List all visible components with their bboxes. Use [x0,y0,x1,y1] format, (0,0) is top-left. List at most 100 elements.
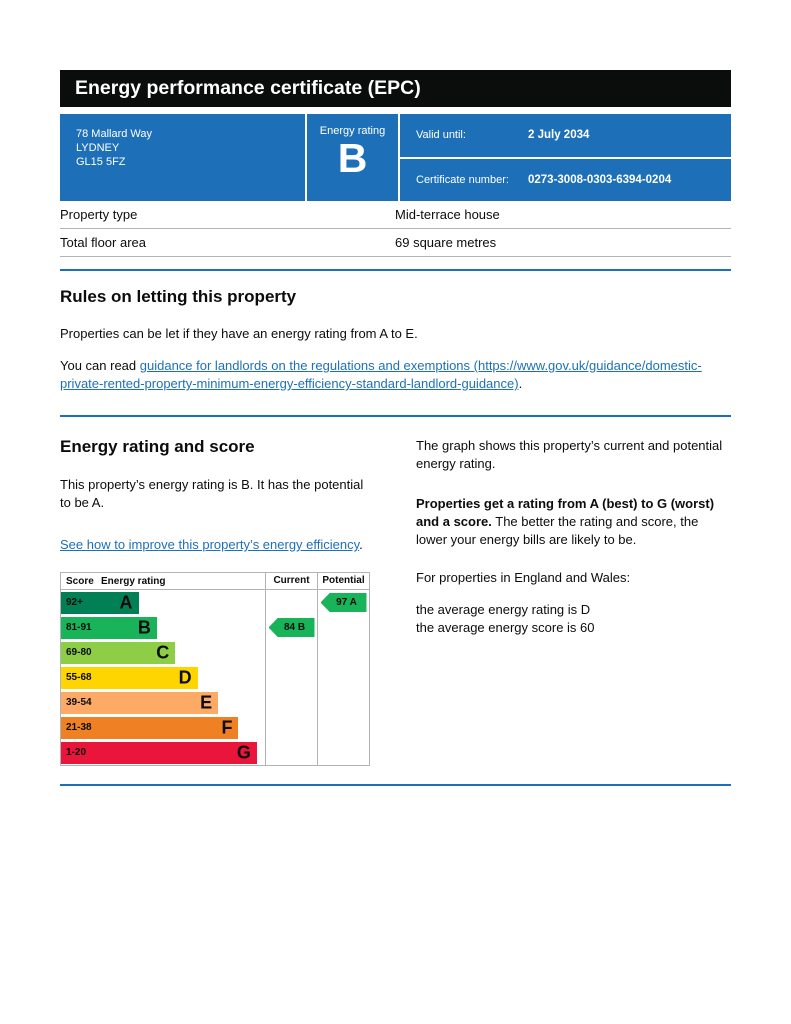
averages-paragraph: the average energy rating is D the avera… [416,601,731,637]
epc-band-letter: F [221,717,233,737]
floor-area-value: 69 square metres [395,235,497,250]
score-column-header: Score [66,575,94,587]
floor-area-label: Total floor area [60,235,146,250]
epc-band-bar-c: 69-80 C [61,641,176,664]
certificate-number-label: Certificate number: [416,173,509,186]
epc-band-score: 21-38 [66,722,92,733]
average-score-line: the average energy score is 60 [416,620,595,635]
epc-band-letter: B [137,617,151,637]
epc-band-row-g: 1-20 G [61,740,369,765]
epc-bar-cell: 92+ A [61,590,265,615]
address-line-2: LYDNEY [76,142,120,154]
epc-band-row-d: 55-68 D [61,665,369,690]
epc-band-score: 92+ [66,597,83,608]
epc-current-cell [265,740,317,765]
epc-band-score: 55-68 [66,672,92,683]
epc-potential-cell [317,690,369,715]
epc-band-letter: A [119,592,133,612]
energy-rating-badge: Energy rating B [305,114,400,201]
certificate-meta: Valid until: 2 July 2034 Certificate num… [400,114,731,201]
epc-bar-cell: 1-20 G [61,740,265,765]
improve-paragraph: See how to improve this property’s energ… [60,536,375,554]
epc-bar-cell: 39-54 E [61,690,265,715]
epc-current-cell [265,640,317,665]
epc-band-row-b: 81-91 B 84 B [61,615,369,640]
property-type-value: Mid-terrace house [395,207,500,222]
valid-until-value: 2 July 2034 [528,129,590,142]
epc-potential-cell [317,740,369,765]
valid-until-row: Valid until: 2 July 2034 [400,114,731,157]
epc-potential-cell [317,615,369,640]
section-divider-bottom [60,784,731,786]
graph-description: The graph shows this property’s current … [416,438,723,471]
epc-band-letter: C [156,642,170,662]
page-title: Energy performance certificate (EPC) [75,77,421,99]
certificate-title-bar: Energy performance certificate (EPC) [60,70,731,107]
epc-chart: Score Energy rating Current Potential 92… [60,572,370,766]
epc-band-bar-e: 39-54 E [61,691,219,714]
epc-band-row-f: 21-38 F [61,715,369,740]
rating-section: Energy rating and score This property’s … [60,437,731,766]
current-column-header: Current [265,573,317,589]
epc-band-bar-a: 92+ A [61,591,139,614]
epc-potential-cell [317,640,369,665]
property-type-label: Property type [60,207,138,222]
summary-box: 78 Mallard Way LYDNEY GL15 5FZ Energy ra… [60,114,731,201]
epc-potential-cell [317,665,369,690]
rating-explanation-rest: The better the rating and score, the low… [416,514,699,547]
epc-band-score: 69-80 [66,647,92,658]
address-line-3: GL15 5FZ [76,156,126,168]
epc-bar-cell: 69-80 C [61,640,265,665]
landlord-guidance-link[interactable]: guidance for landlords on the regulation… [60,358,702,391]
epc-chart-header: Score Energy rating Current Potential [61,573,369,590]
epc-current-cell [265,665,317,690]
address-line-1: 78 Mallard Way [76,128,153,140]
epc-band-letter: G [236,742,251,762]
epc-band-bar-d: 55-68 D [61,666,198,689]
epc-chart-header-left: Score Energy rating [61,576,265,587]
epc-bar-cell: 55-68 D [61,665,265,690]
improve-efficiency-link[interactable]: See how to improve this property’s energ… [60,537,360,552]
rules-paragraph-1: Properties can be let if they have an en… [60,326,418,341]
property-address: 78 Mallard Way LYDNEY GL15 5FZ [60,114,305,201]
epc-band-score: 39-54 [66,697,92,708]
england-wales-intro: For properties in England and Wales: [416,570,631,585]
epc-band-score: 81-91 [66,622,92,633]
epc-potential-cell: 97 A [317,590,369,615]
epc-current-cell [265,690,317,715]
epc-band-bar-g: 1-20 G [61,741,257,764]
table-row-property-type: Property type Mid-terrace house [60,201,731,229]
epc-current-arrow: 84 B [268,618,315,637]
rating-heading: Energy rating and score [60,437,255,456]
rating-summary-text: This property’s energy rating is B. It h… [60,477,364,510]
epc-bar-cell: 21-38 F [61,715,265,740]
epc-band-bar-f: 21-38 F [61,716,239,739]
epc-band-letter: E [200,692,213,712]
rating-explanation-bold: Properties get a rating from A (best) to… [416,496,715,529]
epc-band-row-c: 69-80 C [61,640,369,665]
epc-current-cell [265,590,317,615]
potential-column-header: Potential [317,573,369,589]
rules-paragraph-2-suffix: . [518,376,523,391]
average-rating-line: the average energy rating is D [416,602,591,617]
epc-potential-cell [317,715,369,740]
rules-heading: Rules on letting this property [60,287,297,306]
section-divider-middle [60,415,731,417]
certificate-number-row: Certificate number: 0273-3008-0303-6394-… [400,156,731,202]
rules-paragraph-2-prefix: You can read [60,358,140,373]
epc-band-row-e: 39-54 E [61,690,369,715]
epc-band-row-a: 92+ A 97 A [61,590,369,615]
rating-explanation: Properties get a rating from A (best) to… [416,495,731,549]
epc-current-cell: 84 B [265,615,317,640]
valid-until-label: Valid until: [416,129,466,142]
improve-paragraph-suffix: . [359,537,363,552]
section-divider-top [60,269,731,271]
epc-current-cell [265,715,317,740]
table-row-floor-area: Total floor area 69 square metres [60,229,731,257]
energy-rating-value: B [337,135,368,181]
rating-section-left: Energy rating and score This property’s … [60,437,375,766]
rules-paragraph-2: You can read guidance for landlords on t… [60,357,731,393]
epc-band-bar-b: 81-91 B [61,616,157,639]
rating-section-right: The graph shows this property’s current … [416,437,731,766]
